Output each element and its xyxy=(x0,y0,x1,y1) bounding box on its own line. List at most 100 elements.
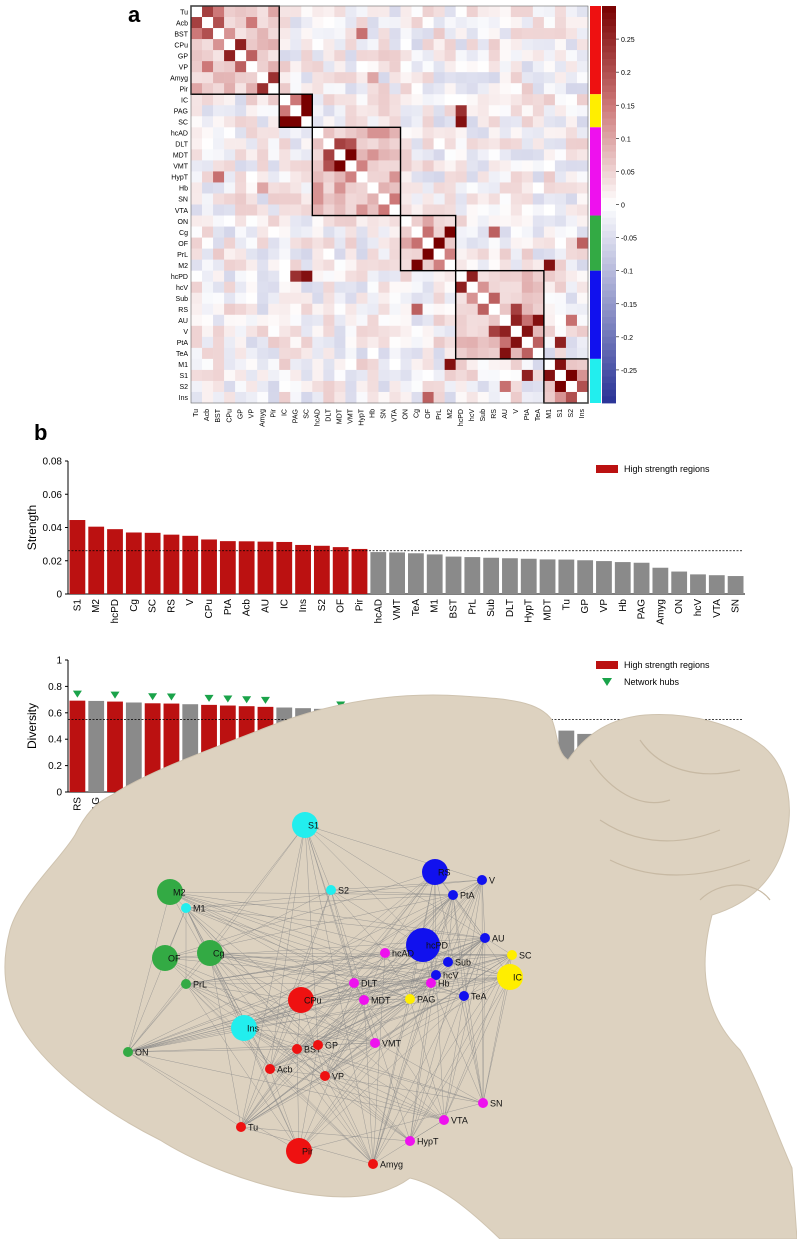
heatmap-cell xyxy=(389,171,401,183)
edge xyxy=(409,982,432,1142)
heatmap-cell xyxy=(521,259,534,271)
heatmap-cell xyxy=(543,28,556,40)
heatmap-cell xyxy=(323,303,335,316)
heatmap-cell xyxy=(367,380,379,393)
legend-swatch-hub xyxy=(602,678,612,686)
heatmap-cell xyxy=(411,28,423,40)
heatmap-cell xyxy=(345,171,357,183)
heatmap-cell xyxy=(466,325,479,338)
y-tick-label: 0.08 xyxy=(43,457,63,468)
heatmap-cell xyxy=(543,149,556,161)
heatmap-cell xyxy=(499,61,512,73)
heatmap-cell xyxy=(202,303,214,316)
y-tick-label: 0 xyxy=(56,788,62,799)
bar-Amyg xyxy=(652,567,669,594)
heatmap-cell xyxy=(257,127,269,139)
heatmap-cell xyxy=(488,116,501,128)
heatmap-cell xyxy=(290,204,302,216)
heatmap-cell xyxy=(224,380,236,393)
heatmap-cell xyxy=(301,314,313,327)
heatmap-cell xyxy=(477,17,490,29)
column-label: VTA xyxy=(392,409,399,422)
heatmap-cell xyxy=(488,358,501,371)
heatmap-cell xyxy=(411,248,423,260)
y-tick-label: 0.2 xyxy=(48,761,62,772)
heatmap-cell xyxy=(433,193,445,205)
heatmap-cell xyxy=(323,369,335,382)
heatmap-cell xyxy=(499,138,512,150)
heatmap-cell xyxy=(389,391,401,404)
heatmap-cell xyxy=(488,336,501,349)
heatmap-cell xyxy=(290,325,302,338)
edge xyxy=(269,1068,445,1121)
heatmap-cell xyxy=(433,226,445,238)
colorbar-step xyxy=(602,323,616,331)
heatmap-cell xyxy=(433,17,445,29)
heatmap-cell xyxy=(356,226,368,238)
heatmap-cell xyxy=(202,314,214,327)
edge xyxy=(269,1044,319,1070)
heatmap-cell xyxy=(235,116,247,128)
colorbar-step xyxy=(602,118,616,126)
heatmap-cell xyxy=(345,358,357,371)
heatmap-cell xyxy=(554,138,567,150)
heatmap-cell xyxy=(576,380,589,393)
heatmap-cell xyxy=(257,193,269,205)
heatmap-cell xyxy=(213,281,225,294)
heatmap-cell xyxy=(367,127,379,139)
heatmap-cell xyxy=(367,248,379,260)
heatmap-cell xyxy=(323,314,335,327)
edge xyxy=(169,891,411,1000)
heatmap-cell xyxy=(532,358,545,371)
bar-OF xyxy=(332,547,349,594)
heatmap-cell xyxy=(301,138,313,150)
heatmap-cell xyxy=(499,215,512,227)
heatmap-cell xyxy=(279,160,291,172)
heatmap-cell xyxy=(279,193,291,205)
heatmap-cell xyxy=(378,325,390,338)
heatmap-cell xyxy=(323,94,335,106)
x-tick-label: Cg xyxy=(129,599,140,612)
heatmap-cell xyxy=(532,116,545,128)
bar-M2 xyxy=(88,526,105,594)
node-S1 xyxy=(292,812,318,838)
heatmap-cell xyxy=(323,193,335,205)
edge xyxy=(127,1048,298,1053)
heatmap-cell xyxy=(257,28,269,40)
heatmap-cell xyxy=(521,61,534,73)
heatmap-cell xyxy=(268,138,280,150)
bar-MDT xyxy=(539,559,556,594)
heatmap-cell xyxy=(378,17,390,29)
bar-DLT xyxy=(502,558,518,594)
heatmap-cell xyxy=(191,116,203,128)
heatmap-cell xyxy=(521,160,534,172)
heatmap-cell xyxy=(202,347,214,360)
colorbar-step xyxy=(602,138,616,146)
heatmap-cell xyxy=(488,215,501,227)
heatmap-cell xyxy=(202,72,214,84)
colorbar-step xyxy=(602,151,616,159)
heatmap-cell xyxy=(246,281,258,294)
node-label-Sub: Sub xyxy=(455,958,471,968)
colorbar-step xyxy=(602,65,616,73)
heatmap-cell xyxy=(312,336,324,349)
heatmap-cell xyxy=(400,391,412,404)
edge xyxy=(353,894,454,984)
edge xyxy=(435,954,513,976)
heatmap-cell xyxy=(521,226,534,238)
heatmap-cell xyxy=(257,149,269,161)
heatmap-cell xyxy=(510,369,523,382)
heatmap-cell xyxy=(411,204,423,216)
heatmap-cell xyxy=(301,248,313,260)
colorbar-tick-label: 0.15 xyxy=(621,103,635,110)
heatmap-cell xyxy=(323,149,335,161)
heatmap-cell xyxy=(224,281,236,294)
heatmap-cell xyxy=(235,127,247,139)
heatmap-cell xyxy=(378,292,390,305)
hub-marker xyxy=(72,690,82,698)
heatmap-cell xyxy=(510,314,523,327)
heatmap-cell xyxy=(499,17,512,29)
heatmap-cell xyxy=(400,17,412,29)
heatmap-cell xyxy=(433,28,445,40)
heatmap-cell xyxy=(235,270,247,282)
